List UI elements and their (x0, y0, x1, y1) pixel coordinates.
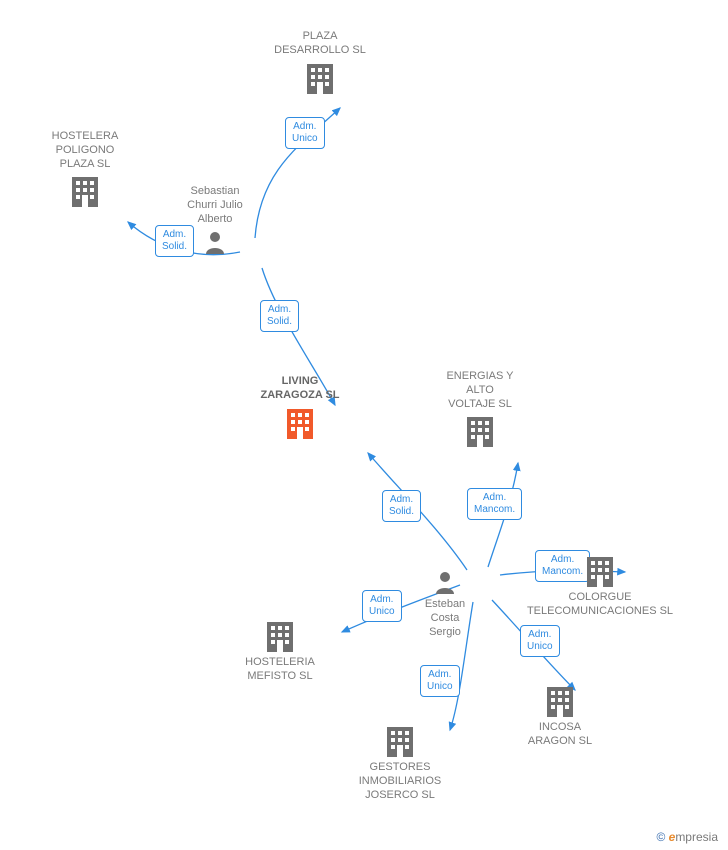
node-colorgue[interactable]: COLORGUE TELECOMUNICACIONES SL (515, 555, 685, 619)
node-gestores[interactable]: GESTORES INMOBILIARIOS JOSERCO SL (345, 725, 455, 802)
node-hostelera[interactable]: HOSTELERA POLIGONO PLAZA SL (35, 130, 135, 207)
node-sebastian[interactable]: Sebastian Churri Julio Alberto (165, 185, 265, 254)
node-living[interactable]: LIVING ZARAGOZA SL (240, 375, 360, 439)
node-label-gestores: GESTORES INMOBILIARIOS JOSERCO SL (345, 761, 455, 802)
building-icon (285, 407, 315, 439)
node-label-hosteleria_mefisto: HOSTELERIA MEFISTO SL (230, 656, 330, 684)
copyright-symbol: © (656, 830, 665, 844)
edge-label-esteban-living: Adm. Solid. (382, 490, 421, 522)
building-icon (265, 620, 295, 652)
building-icon (585, 555, 615, 587)
node-incosa[interactable]: INCOSA ARAGON SL (510, 685, 610, 749)
brand-rest: mpresia (675, 830, 718, 844)
node-label-hostelera: HOSTELERA POLIGONO PLAZA SL (35, 130, 135, 171)
edges-layer (0, 0, 728, 850)
node-energias[interactable]: ENERGIAS Y ALTO VOLTAJE SL (430, 370, 530, 447)
copyright: © empresia (656, 830, 718, 844)
building-icon (305, 62, 335, 94)
node-plaza[interactable]: PLAZA DESARROLLO SL (260, 30, 380, 94)
edge-label-esteban-energias: Adm. Mancom. (467, 488, 522, 520)
edge-label-sebastian-plaza: Adm. Unico (285, 117, 325, 149)
person-icon (204, 230, 226, 254)
edge-label-esteban-hosteleria_mefisto: Adm. Unico (362, 590, 402, 622)
building-icon (545, 685, 575, 717)
person-icon (434, 570, 456, 594)
building-icon (385, 725, 415, 757)
edge-label-sebastian-living: Adm. Solid. (260, 300, 299, 332)
node-hosteleria_mefisto[interactable]: HOSTELERIA MEFISTO SL (230, 620, 330, 684)
node-label-esteban: Esteban Costa Sergio (405, 598, 485, 639)
edge-label-esteban-gestores: Adm. Unico (420, 665, 460, 697)
node-label-energias: ENERGIAS Y ALTO VOLTAJE SL (430, 370, 530, 411)
node-label-plaza: PLAZA DESARROLLO SL (260, 30, 380, 58)
building-icon (70, 175, 100, 207)
building-icon (465, 415, 495, 447)
node-esteban[interactable]: Esteban Costa Sergio (405, 570, 485, 639)
edge-label-esteban-incosa: Adm. Unico (520, 625, 560, 657)
node-label-colorgue: COLORGUE TELECOMUNICACIONES SL (515, 591, 685, 619)
node-label-living: LIVING ZARAGOZA SL (240, 375, 360, 403)
node-label-sebastian: Sebastian Churri Julio Alberto (165, 185, 265, 226)
node-label-incosa: INCOSA ARAGON SL (510, 721, 610, 749)
